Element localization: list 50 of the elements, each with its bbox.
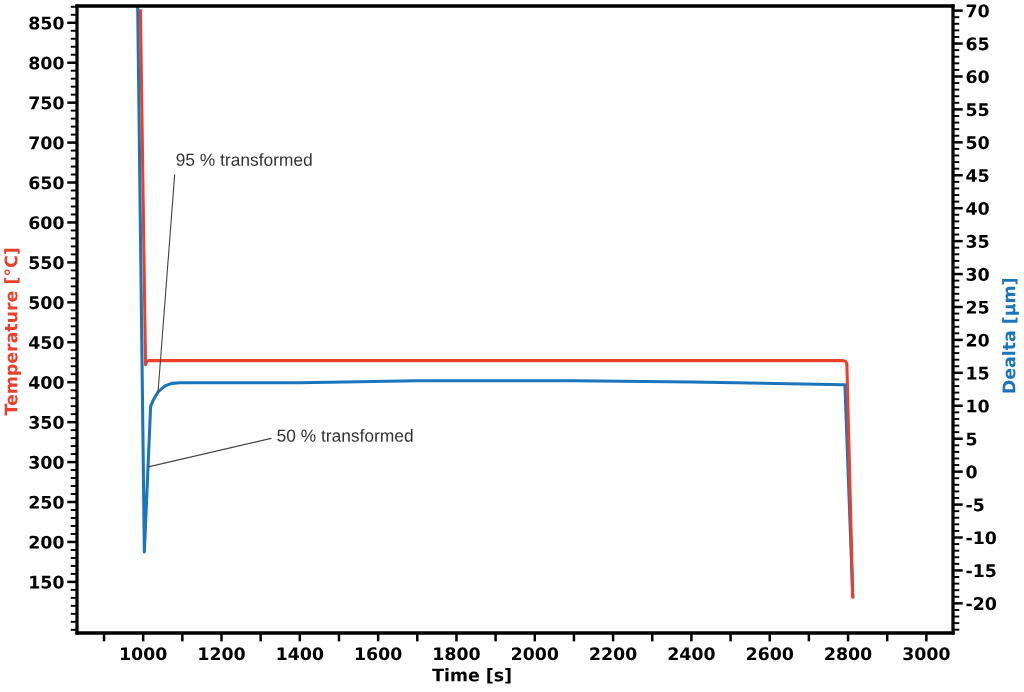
y2-tick-label: 0 bbox=[966, 465, 977, 479]
y2-tick-label: 5 bbox=[966, 432, 977, 446]
y2-tick-label: -10 bbox=[966, 531, 997, 545]
y-tick-label: 750 bbox=[29, 96, 64, 110]
y2-tick-label: 70 bbox=[966, 4, 989, 18]
y-tick-label: 400 bbox=[29, 375, 64, 390]
y2-tick-label: 45 bbox=[966, 169, 989, 183]
y2-tick-label: -5 bbox=[966, 498, 984, 512]
x-tick-label: 1000 bbox=[120, 647, 167, 661]
x-tick-label: 1800 bbox=[434, 647, 480, 661]
annotation: 50 % transformed bbox=[277, 429, 413, 442]
y-tick-label: 150 bbox=[30, 575, 64, 589]
y-tick-label: 600 bbox=[29, 216, 64, 230]
y2-tick-label: 50 bbox=[966, 136, 989, 150]
y-tick-label: 300 bbox=[29, 455, 64, 469]
y2-tick-label: 35 bbox=[966, 234, 989, 248]
y-tick-label: 450 bbox=[29, 335, 64, 350]
y2-tick-label: 10 bbox=[967, 399, 989, 413]
y-tick-label: 800 bbox=[29, 56, 64, 70]
x-tick-label: 1400 bbox=[277, 647, 324, 661]
x-tick-label: 1600 bbox=[355, 647, 402, 661]
x-tick-label: 2000 bbox=[511, 647, 559, 661]
y2-tick-label: 25 bbox=[966, 300, 989, 314]
y2-tick-label: 15 bbox=[967, 366, 989, 380]
y2-tick-label: -15 bbox=[966, 564, 996, 578]
x-tick-label: 2200 bbox=[590, 647, 637, 661]
x-tick-label: 3000 bbox=[903, 647, 950, 661]
y2-tick-label: 65 bbox=[966, 37, 989, 51]
y-tick-label: 550 bbox=[29, 256, 64, 270]
y2-tick-label: 60 bbox=[966, 70, 989, 84]
y-tick-label: 200 bbox=[29, 535, 64, 549]
y-tick-label: 250 bbox=[29, 495, 64, 509]
y-axis-title: Temperature [°C] bbox=[4, 248, 21, 416]
y2-tick-label: 20 bbox=[966, 333, 989, 347]
y2-tick-label: 30 bbox=[966, 267, 989, 281]
y2-tick-label: 40 bbox=[966, 201, 989, 216]
y-tick-label: 850 bbox=[29, 16, 64, 30]
y-tick-label: 500 bbox=[29, 296, 64, 310]
x-tick-label: 2800 bbox=[825, 647, 872, 661]
x-axis-title: Time [s] bbox=[432, 668, 511, 684]
x-tick-label: 2600 bbox=[746, 647, 794, 661]
y-tick-label: 700 bbox=[29, 136, 64, 150]
x-tick-label: 1200 bbox=[199, 647, 245, 661]
x-tick-label: 2400 bbox=[668, 647, 715, 661]
annotation: 95 % transformed bbox=[176, 153, 312, 166]
y-tick-label: 650 bbox=[29, 176, 64, 190]
y2-tick-label: 55 bbox=[966, 103, 989, 117]
y-tick-label: 350 bbox=[29, 415, 64, 429]
y2-tick-label: -20 bbox=[966, 597, 997, 611]
y2-axis-title: Dealta [µm] bbox=[1002, 278, 1019, 393]
